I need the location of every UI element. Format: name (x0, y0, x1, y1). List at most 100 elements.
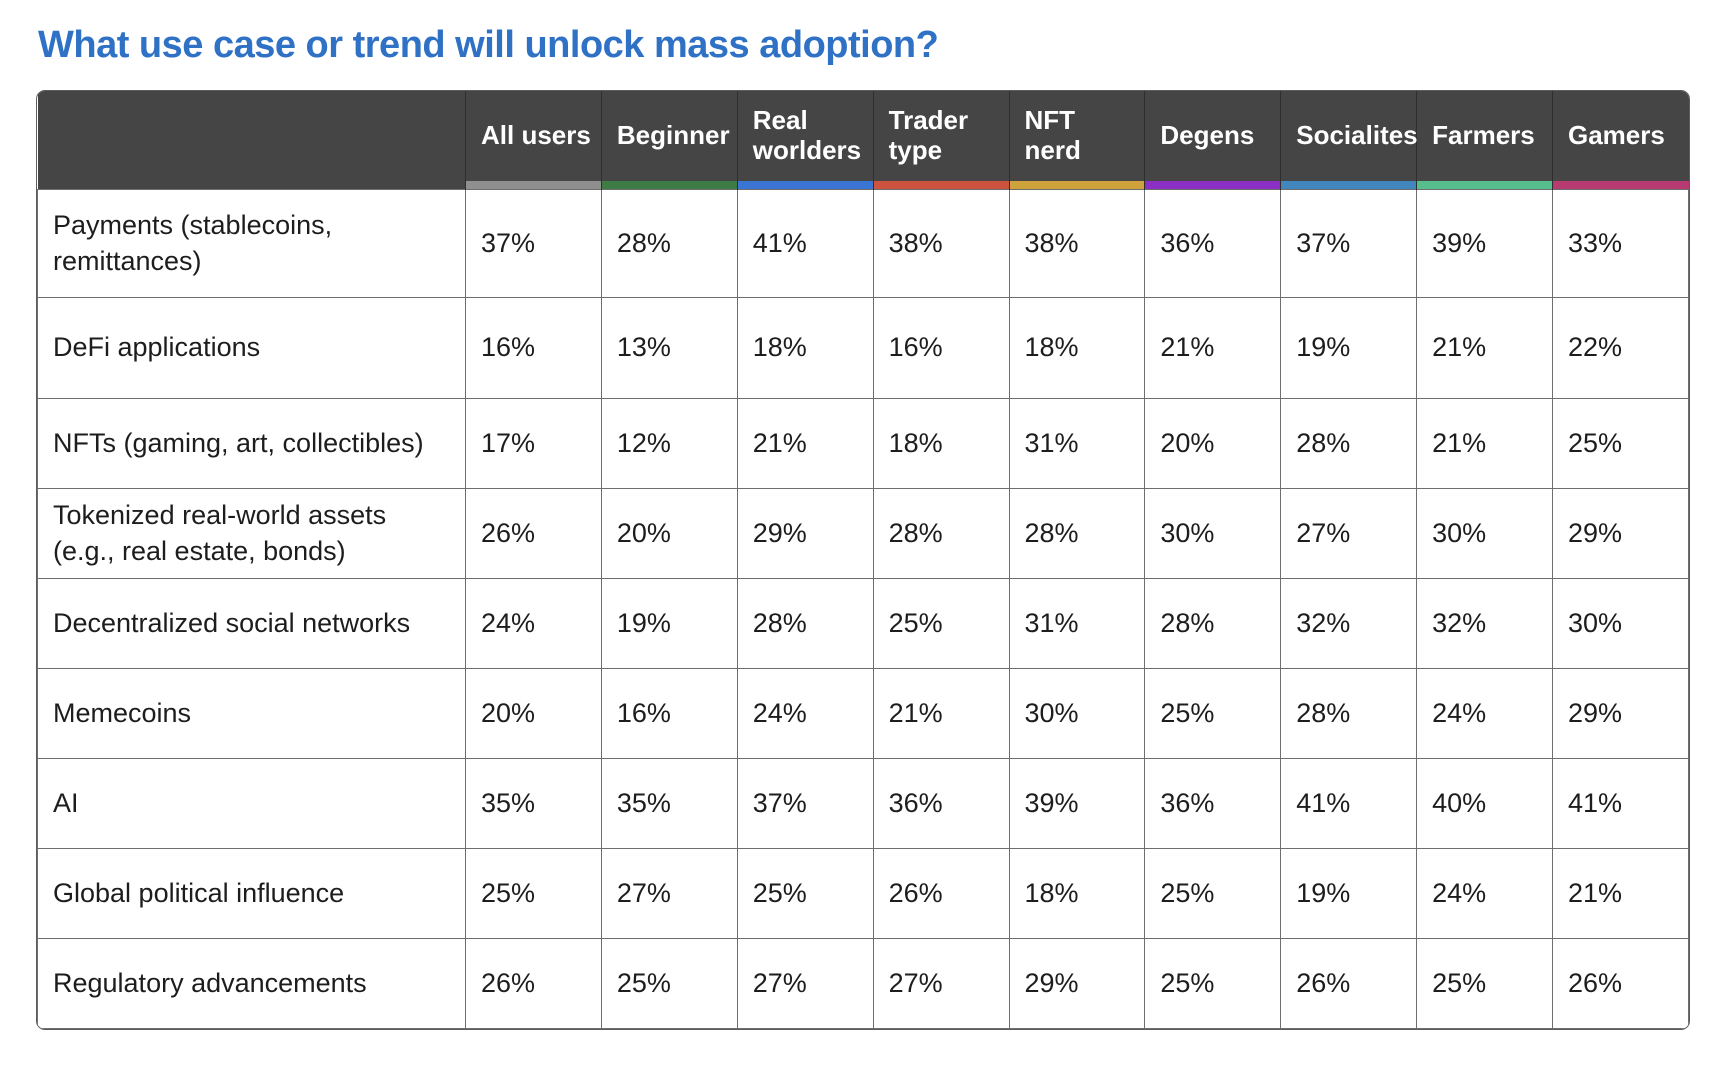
cell-value: 29% (1008, 938, 1146, 1029)
cell-value: 12% (600, 398, 738, 489)
table-body: Payments (stablecoins, remittances) 37% 28… (37, 189, 1689, 1029)
row-label: NFTs (gaming, art, collectibles) (37, 398, 466, 489)
cell-value: 24% (465, 578, 602, 669)
cell-value: 29% (1552, 488, 1689, 579)
cell-value: 30% (1144, 488, 1282, 579)
column-accent-bar (1553, 181, 1689, 189)
cell-value: 41% (736, 189, 874, 298)
corner-header-empty (37, 91, 466, 190)
cell-value: 29% (1552, 668, 1689, 759)
cell-value: 30% (1552, 578, 1689, 669)
cell-value: 25% (600, 938, 738, 1029)
column-header-label: NFT nerd (1024, 105, 1081, 165)
cell-value: 41% (1552, 758, 1689, 849)
table-header: All users Beginner Real worlders Trader typ… (37, 91, 1689, 190)
cell-value: 41% (1280, 758, 1418, 849)
row-label: DeFi applications (37, 297, 466, 399)
column-accent-bar (1281, 181, 1417, 189)
row-label: AI (37, 758, 466, 849)
cell-value: 38% (1008, 189, 1146, 298)
cell-value: 26% (1280, 938, 1418, 1029)
column-header-socialites: Socialites (1280, 91, 1418, 190)
column-accent-bar (1009, 181, 1145, 189)
cell-value: 28% (1280, 668, 1418, 759)
column-header-label: Gamers (1568, 120, 1665, 151)
column-header-label: Trader type (888, 105, 969, 165)
column-header-beginner: Beginner (600, 91, 738, 190)
column-header-label: Socialites (1296, 120, 1418, 151)
cell-value: 33% (1552, 189, 1689, 298)
page-title: What use case or trend will unlock mass … (38, 24, 939, 66)
row-label: Memecoins (37, 668, 466, 759)
cell-value: 24% (736, 668, 874, 759)
cell-value: 21% (872, 668, 1010, 759)
cell-value: 19% (600, 578, 738, 669)
column-header-farmers: Farmers (1416, 91, 1553, 190)
cell-value: 28% (600, 189, 738, 298)
column-accent-bar (1145, 181, 1281, 189)
cell-value: 36% (872, 758, 1010, 849)
cell-value: 25% (1144, 938, 1282, 1029)
table-row: NFTs (gaming, art, collectibles) 17% 12% 21… (37, 398, 1689, 489)
cell-value: 16% (465, 297, 602, 399)
table-row: Global political influence 25% 27% 25% 26% 18… (37, 848, 1689, 939)
column-accent-bar (737, 181, 873, 189)
table-row: Tokenized real-world assets (e.g., real … (37, 488, 1689, 579)
cell-value: 26% (872, 848, 1010, 939)
cell-value: 18% (736, 297, 874, 399)
row-label: Global political influence (37, 848, 466, 939)
cell-value: 18% (1008, 848, 1146, 939)
cell-value: 21% (1416, 398, 1553, 489)
column-header-label: Beginner (616, 120, 730, 151)
cell-value: 18% (1008, 297, 1146, 399)
cell-value: 36% (1144, 758, 1282, 849)
cell-value: 26% (465, 488, 602, 579)
cell-value: 21% (1416, 297, 1553, 399)
cell-value: 40% (1416, 758, 1553, 849)
cell-value: 39% (1008, 758, 1146, 849)
table-row: Memecoins 20% 16% 24% 21% 30% 25% 28% 24% 29% (37, 668, 1689, 759)
cell-value: 27% (600, 848, 738, 939)
cell-value: 35% (600, 758, 738, 849)
cell-value: 32% (1280, 578, 1418, 669)
cell-value: 25% (872, 578, 1010, 669)
cell-value: 26% (1552, 938, 1689, 1029)
cell-value: 36% (1144, 189, 1282, 298)
cell-value: 28% (1280, 398, 1418, 489)
cell-value: 20% (600, 488, 738, 579)
cell-value: 17% (465, 398, 602, 489)
cell-value: 13% (600, 297, 738, 399)
cell-value: 29% (736, 488, 874, 579)
cell-value: 21% (1144, 297, 1282, 399)
cell-value: 27% (736, 938, 874, 1029)
cell-value: 31% (1008, 578, 1146, 669)
column-accent-bar (1417, 181, 1552, 189)
cell-value: 37% (465, 189, 602, 298)
cell-value: 30% (1008, 668, 1146, 759)
cell-value: 30% (1416, 488, 1553, 579)
column-accent-bar (601, 181, 737, 189)
column-header-nft-nerd: NFT nerd (1008, 91, 1145, 190)
cell-value: 25% (465, 848, 602, 939)
cell-value: 20% (465, 668, 602, 759)
cell-value: 25% (1144, 848, 1282, 939)
column-header-trader-type: Trader type (872, 91, 1009, 190)
cell-value: 39% (1416, 189, 1553, 298)
cell-value: 19% (1280, 848, 1418, 939)
row-label: Regulatory advancements (37, 938, 466, 1029)
table-row: DeFi applications 16% 13% 18% 16% 18% 21% 19% 21… (37, 297, 1689, 399)
cell-value: 25% (1416, 938, 1553, 1029)
cell-value: 16% (872, 297, 1010, 399)
column-accent-bar (873, 181, 1009, 189)
column-header-gamers: Gamers (1552, 91, 1689, 190)
adoption-table: All users Beginner Real worlders Trader typ… (36, 90, 1690, 1030)
cell-value: 21% (736, 398, 874, 489)
cell-value: 20% (1144, 398, 1282, 489)
cell-value: 28% (1008, 488, 1146, 579)
column-header-label: Real worlders (752, 105, 862, 165)
cell-value: 27% (872, 938, 1010, 1029)
row-label: Payments (stablecoins, remittances) (37, 189, 466, 298)
cell-value: 37% (1280, 189, 1418, 298)
cell-value: 32% (1416, 578, 1553, 669)
table-row: AI 35% 35% 37% 36% 39% 36% 41% 40% 41% (37, 758, 1689, 849)
